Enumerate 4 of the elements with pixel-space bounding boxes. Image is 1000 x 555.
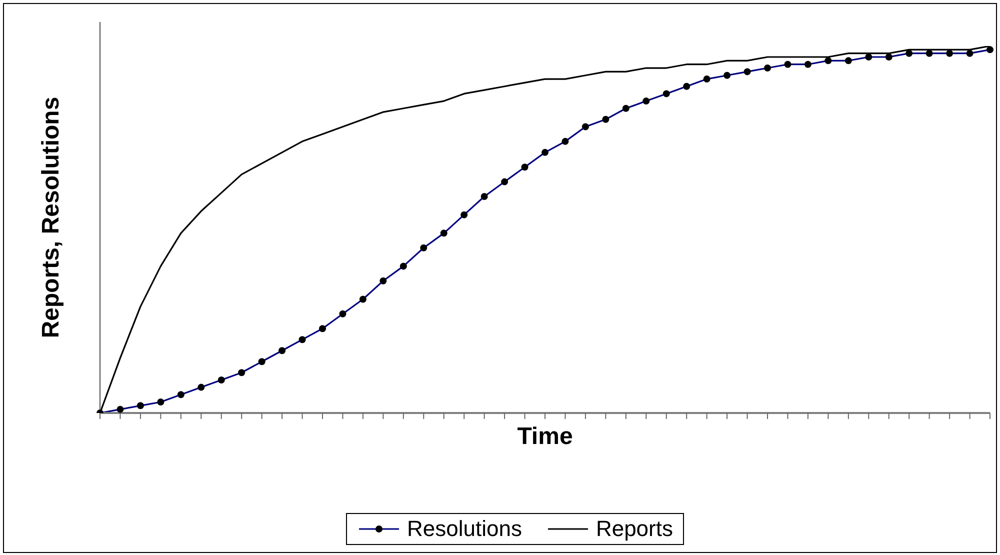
legend-label: Resolutions: [407, 516, 522, 542]
x-axis-title: Time: [517, 423, 573, 450]
legend-label: Reports: [596, 516, 673, 542]
y-axis-title: Reports, Resolutions: [38, 96, 65, 338]
